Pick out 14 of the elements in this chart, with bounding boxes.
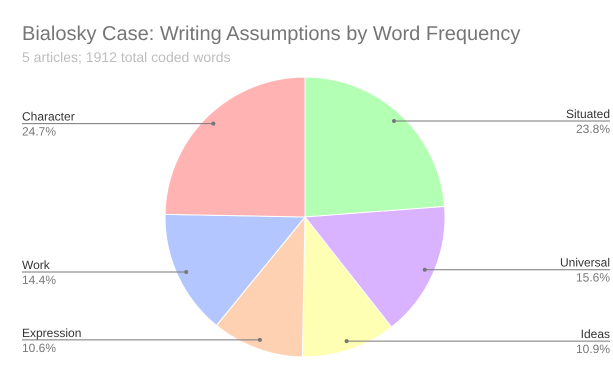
- slice-label: Universal: [560, 256, 610, 270]
- data-label: 14.4%: [22, 272, 56, 287]
- data-label: 10.6%: [22, 340, 56, 355]
- data-label: 23.8%: [576, 122, 610, 136]
- data-label: 24.7%: [22, 124, 56, 139]
- slice-label: Situated: [566, 107, 610, 122]
- slice-label: Character: [22, 110, 75, 124]
- data-label: 15.6%: [576, 270, 610, 285]
- data-label: 10.9%: [576, 342, 610, 356]
- slice-label: Expression: [22, 326, 82, 340]
- chart-subtitle: 5 articles; 1912 total coded words: [22, 49, 231, 65]
- slice-label: Work: [22, 258, 51, 272]
- chart-title: Bialosky Case: Writing Assumptions by Word Frequency: [22, 23, 520, 45]
- slice-label: Ideas: [580, 327, 610, 342]
